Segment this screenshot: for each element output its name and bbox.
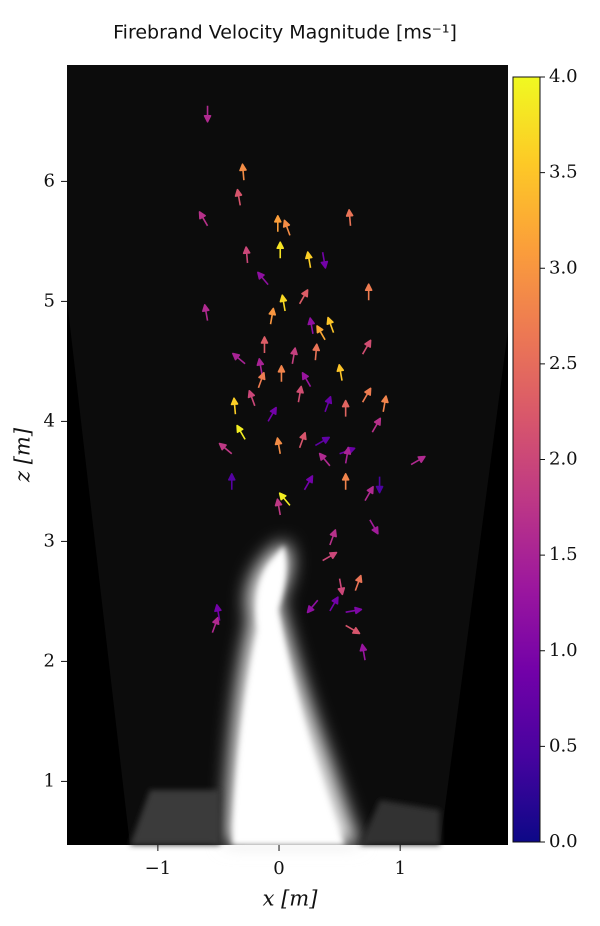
- velocity-arrow: [329, 529, 337, 546]
- velocity-arrow: [227, 473, 236, 490]
- velocity-arrow: [307, 317, 315, 334]
- velocity-arrow: [410, 455, 426, 466]
- velocity-arrow: [336, 364, 345, 381]
- velocity-arrow: [214, 604, 222, 621]
- colorbar-tick-label: 1.5: [549, 544, 578, 565]
- x-axis-label: x [m]: [263, 887, 319, 911]
- y-axis-label: z [m]: [11, 427, 35, 483]
- colorbar-tick-label: 0.0: [549, 831, 578, 852]
- velocity-arrow: [274, 437, 283, 454]
- y-tick-label: 3: [44, 530, 55, 551]
- velocity-arrow: [361, 387, 372, 403]
- velocity-arrow: [329, 596, 339, 612]
- velocity-arrow: [274, 215, 282, 232]
- velocity-arrow: [282, 219, 291, 236]
- x-tick-label: 1: [394, 858, 405, 879]
- velocity-arrow: [239, 163, 247, 181]
- velocity-arrow: [301, 371, 312, 388]
- velocity-arrow: [267, 406, 277, 422]
- velocity-arrow: [369, 519, 379, 535]
- velocity-arrow: [232, 352, 246, 365]
- velocity-arrow: [364, 283, 373, 301]
- velocity-arrow: [305, 251, 313, 268]
- velocity-arrow: [343, 446, 352, 464]
- velocity-arrow: [364, 485, 374, 502]
- velocity-arrow: [371, 417, 382, 433]
- velocity-arrow: [242, 246, 251, 264]
- velocity-arrow: [230, 397, 239, 415]
- velocity-arrow: [337, 578, 346, 596]
- chart-title: Firebrand Velocity Magnitude [ms⁻¹]: [113, 22, 457, 44]
- velocity-arrow: [318, 452, 331, 467]
- velocity-arrow: [324, 395, 333, 413]
- velocity-arrow: [211, 616, 220, 633]
- velocity-arrow: [218, 442, 233, 455]
- colorbar-tick-label: 3.0: [549, 257, 578, 278]
- colorbar-tick-label: 0.5: [549, 735, 578, 756]
- velocity-arrow: [296, 385, 304, 403]
- velocity-arrow: [361, 339, 372, 355]
- y-tick-label: 2: [44, 650, 55, 671]
- velocity-arrow: [345, 624, 361, 635]
- colorbar-tick-label: 3.5: [549, 162, 578, 183]
- x-tick-label: 0: [273, 858, 284, 879]
- velocity-arrow: [202, 304, 210, 321]
- velocity-arrow: [341, 399, 350, 417]
- velocity-arrow: [236, 424, 246, 440]
- velocity-arrow: [298, 289, 309, 305]
- velocity-arrow: [278, 492, 291, 506]
- colorbar-tick-label: 1.0: [549, 640, 578, 661]
- colorbar: [512, 76, 541, 843]
- colorbar-tick-label: 2.5: [549, 353, 578, 374]
- velocity-arrow: [306, 599, 319, 614]
- velocity-arrow: [381, 395, 389, 412]
- background-photo: [67, 65, 508, 845]
- velocity-arrow: [345, 606, 363, 615]
- velocity-arrow: [375, 476, 384, 494]
- colorbar-tick-label: 2.0: [549, 449, 578, 470]
- velocity-arrow: [279, 294, 288, 312]
- velocity-arrow: [274, 498, 283, 516]
- velocity-arrow: [320, 252, 329, 269]
- velocity-arrow: [359, 643, 368, 661]
- velocity-arrow: [257, 371, 266, 389]
- velocity-arrow: [298, 431, 307, 449]
- velocity-arrow: [276, 241, 285, 259]
- velocity-arrow: [260, 336, 269, 353]
- velocity-arrow: [290, 347, 298, 364]
- velocity-arrow: [198, 211, 209, 227]
- y-tick-label: 5: [44, 290, 55, 311]
- x-tick-label: −1: [145, 858, 172, 879]
- velocity-arrow: [203, 105, 212, 123]
- velocity-arrow: [314, 436, 331, 447]
- velocity-arrow: [247, 389, 256, 407]
- y-tick-label: 4: [44, 410, 55, 431]
- velocity-arrow: [234, 188, 243, 206]
- velocity-arrow: [345, 209, 354, 226]
- velocity-arrow: [268, 307, 277, 325]
- velocity-arrow: [256, 358, 265, 375]
- y-tick-label: 1: [44, 770, 55, 791]
- velocity-arrow: [341, 473, 350, 490]
- velocity-arrow: [326, 316, 335, 333]
- velocity-arrow: [354, 574, 363, 591]
- velocity-arrow: [277, 365, 286, 382]
- velocity-arrow: [257, 271, 269, 286]
- velocity-arrow: [303, 475, 314, 491]
- velocity-arrow: [312, 343, 321, 361]
- velocity-arrow: [316, 325, 326, 341]
- y-tick-label: 6: [44, 170, 55, 191]
- velocity-arrow: [322, 551, 338, 562]
- colorbar-tick-label: 4.0: [549, 66, 578, 87]
